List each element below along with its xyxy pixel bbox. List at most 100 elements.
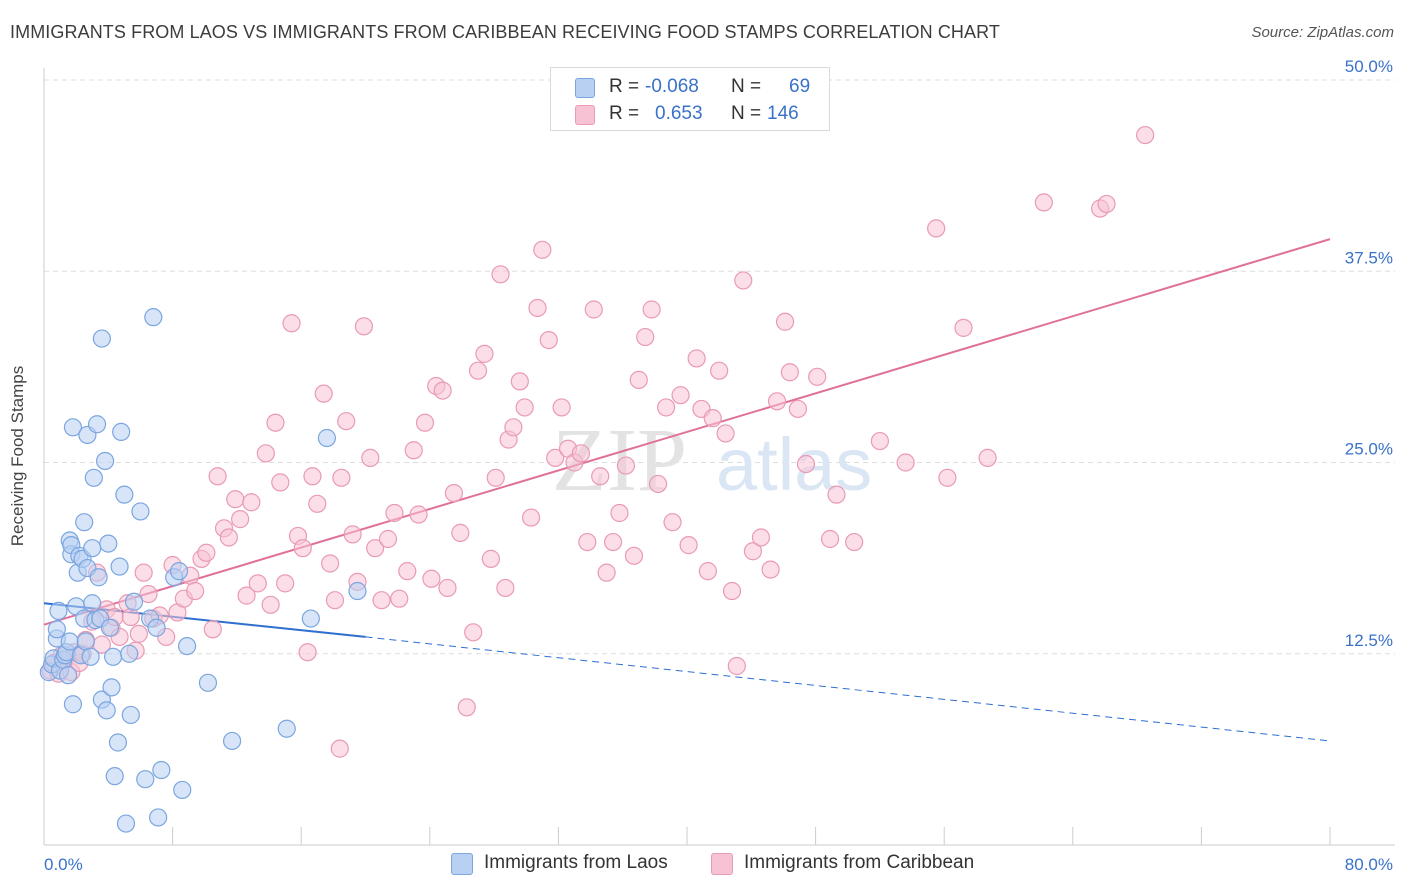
caribbean-point [219,528,238,547]
caribbean-point [496,578,515,598]
caribbean-point [1034,193,1053,212]
caribbean-point [510,372,529,391]
n-label: N = [731,76,762,97]
laos-point [59,666,78,685]
caribbean-point [261,595,280,614]
laos-point [112,422,131,441]
laos-point [63,695,83,714]
x-tick-label-min: 0.0% [44,855,83,874]
caribbean-legend-swatch [711,853,733,875]
caribbean-point [486,468,505,487]
caribbean-point [539,331,558,350]
caribbean-point [378,529,398,549]
r-value: 0.653 [655,103,703,124]
laos-point [97,701,116,720]
caribbean-point [422,569,441,588]
caribbean-point [743,542,763,561]
caribbean-point [616,456,636,475]
laos-point [131,502,150,521]
caribbean-point [820,529,840,549]
laos-point [87,415,107,434]
caribbean-point [266,413,285,432]
r-label: R = [609,103,640,124]
x-tick-label-max: 80.0% [1345,855,1393,874]
n-label: N = [731,103,762,124]
laos-point [49,601,68,621]
laos-point [116,814,136,833]
caribbean-point [256,444,275,463]
caribbean-point [978,448,997,468]
laos-point [136,770,155,789]
caribbean-point [361,448,380,468]
laos-point [83,594,102,613]
caribbean-point [657,398,676,417]
laos-point [100,618,120,637]
caribbean-point [552,398,571,417]
caribbean-point [751,528,771,547]
caribbean-point [237,586,256,605]
caribbean-point [648,474,668,494]
caribbean-point [636,327,655,347]
caribbean-point [870,431,890,451]
laos-point [81,647,100,666]
stats-row-caribbean: R = 0.653 N = 146 [551,101,829,127]
caribbean-point [775,312,795,331]
caribbean-point [610,503,629,523]
laos-point [95,451,115,471]
caribbean-point [134,563,153,582]
n-value: 146 [767,103,799,124]
caribbean-point [475,344,494,363]
laos-point [277,719,296,738]
caribbean-point [722,581,742,601]
caribbean-point [433,381,452,400]
caribbean-point [129,624,148,643]
laos-point [149,808,168,827]
caribbean-point [578,532,597,552]
caribbean-swatch [575,105,595,125]
caribbean-point [186,581,205,601]
caribbean-point [1136,125,1155,145]
y-tick-label: 37.5% [1345,248,1393,267]
y-tick-label: 50.0% [1345,57,1393,76]
laos-point [198,673,218,692]
caribbean-point [788,399,808,419]
caribbean-point [404,441,423,460]
caribbean-point [271,473,290,492]
caribbean-point [366,539,385,558]
caribbean-point [325,591,345,610]
caribbean-point [761,560,780,579]
caribbean-point [591,467,610,486]
caribbean-point [139,584,158,604]
caribbean-point [528,298,547,318]
laos-point [76,632,95,651]
laos-point [115,485,134,504]
axes [43,68,1395,846]
caribbean-point [248,574,267,593]
caribbean-point [546,448,565,468]
caribbean-point [734,271,753,290]
caribbean-point [896,453,915,472]
caribbean-point [698,562,717,581]
caribbean-point [504,418,523,437]
caribbean-point [398,562,417,581]
laos-point [83,539,102,558]
caribbean-point [767,392,787,411]
caribbean-point [464,623,483,642]
laos-point [92,329,111,348]
caribbean-trend [43,238,1331,626]
caribbean-point [629,370,648,389]
caribbean-point [796,454,816,474]
caribbean-point [468,361,488,380]
laos-point [173,780,192,800]
n-value: 69 [789,76,811,97]
caribbean-point [727,656,746,676]
laos-point [84,468,103,487]
caribbean-point [457,698,476,717]
laos-point [63,418,83,437]
caribbean-point [954,318,973,337]
laos-point [348,581,367,601]
caribbean-point [293,539,312,558]
source-label: Source: ZipAtlas.com [1251,24,1394,41]
caribbean-point [491,265,510,284]
